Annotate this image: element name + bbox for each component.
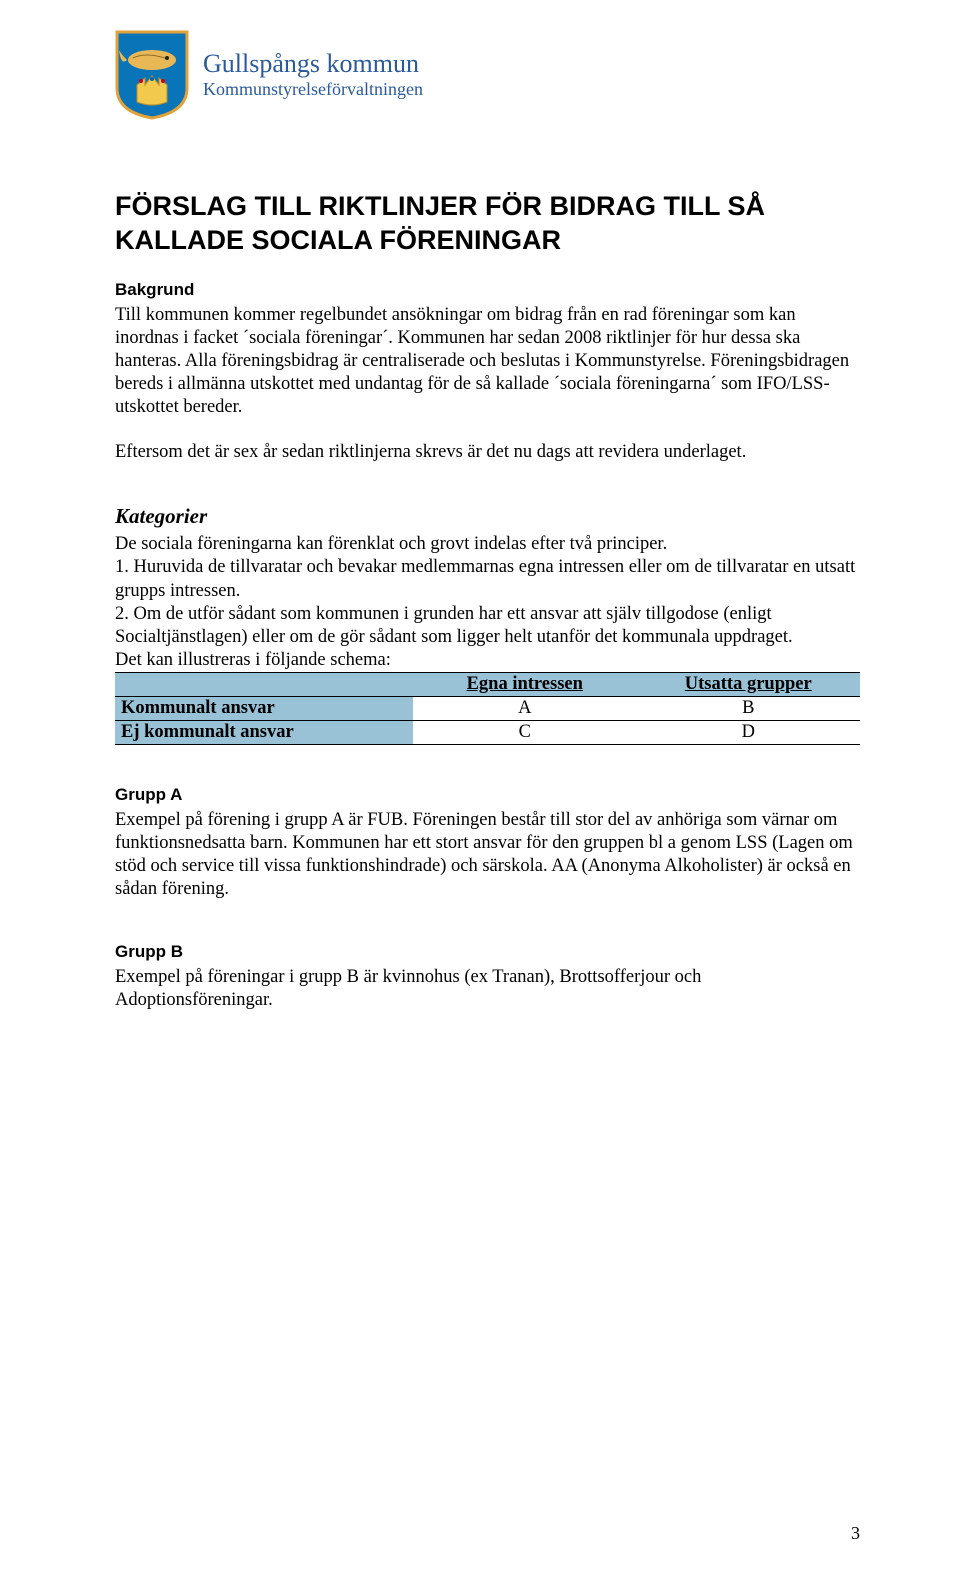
gruppB-p: Exempel på föreningar i grupp B är kvinn… — [115, 966, 860, 1012]
kategorier-p3: 2. Om de utför sådant som kommunen i gru… — [115, 603, 860, 649]
cell-a: A — [413, 697, 637, 721]
row2-head: Ej kommunalt ansvar — [115, 721, 413, 745]
bakgrund-p2: Eftersom det är sex år sedan riktlinjern… — [115, 441, 860, 464]
schema-table: Egna intressen Utsatta grupper Kommunalt… — [115, 672, 860, 745]
gruppB-heading: Grupp B — [115, 942, 860, 962]
cell-c: C — [413, 721, 637, 745]
bakgrund-p1: Till kommunen kommer regelbundet ansökni… — [115, 304, 860, 420]
table-row: Ej kommunalt ansvar C D — [115, 721, 860, 745]
gruppA-p: Exempel på förening i grupp A är FUB. Fö… — [115, 809, 860, 902]
table-header-row: Egna intressen Utsatta grupper — [115, 673, 860, 697]
department-name: Kommunstyrelseförvaltningen — [203, 79, 423, 100]
th-empty — [115, 673, 413, 697]
header-text: Gullspångs kommun Kommunstyrelseförvaltn… — [203, 51, 423, 100]
municipality-crest-icon — [115, 30, 189, 120]
row1-head: Kommunalt ansvar — [115, 697, 413, 721]
gruppA-heading: Grupp A — [115, 785, 860, 805]
bakgrund-heading: Bakgrund — [115, 280, 860, 300]
th-utsatta: Utsatta grupper — [637, 673, 861, 697]
cell-d: D — [637, 721, 861, 745]
municipality-name: Gullspångs kommun — [203, 51, 423, 77]
table-row: Kommunalt ansvar A B — [115, 697, 860, 721]
kategorier-p2: 1. Huruvida de tillvaratar och bevakar m… — [115, 556, 860, 602]
kategorier-p1: De sociala föreningarna kan förenklat oc… — [115, 533, 860, 556]
document-title: FÖRSLAG TILL RIKTLINJER FÖR BIDRAG TILL … — [115, 190, 860, 258]
document-header: Gullspångs kommun Kommunstyrelseförvaltn… — [115, 30, 860, 120]
page-number: 3 — [851, 1523, 860, 1544]
schema-label: Det kan illustreras i följande schema: — [115, 649, 860, 672]
kategorier-heading: Kategorier — [115, 504, 860, 529]
cell-b: B — [637, 697, 861, 721]
th-egna: Egna intressen — [413, 673, 637, 697]
